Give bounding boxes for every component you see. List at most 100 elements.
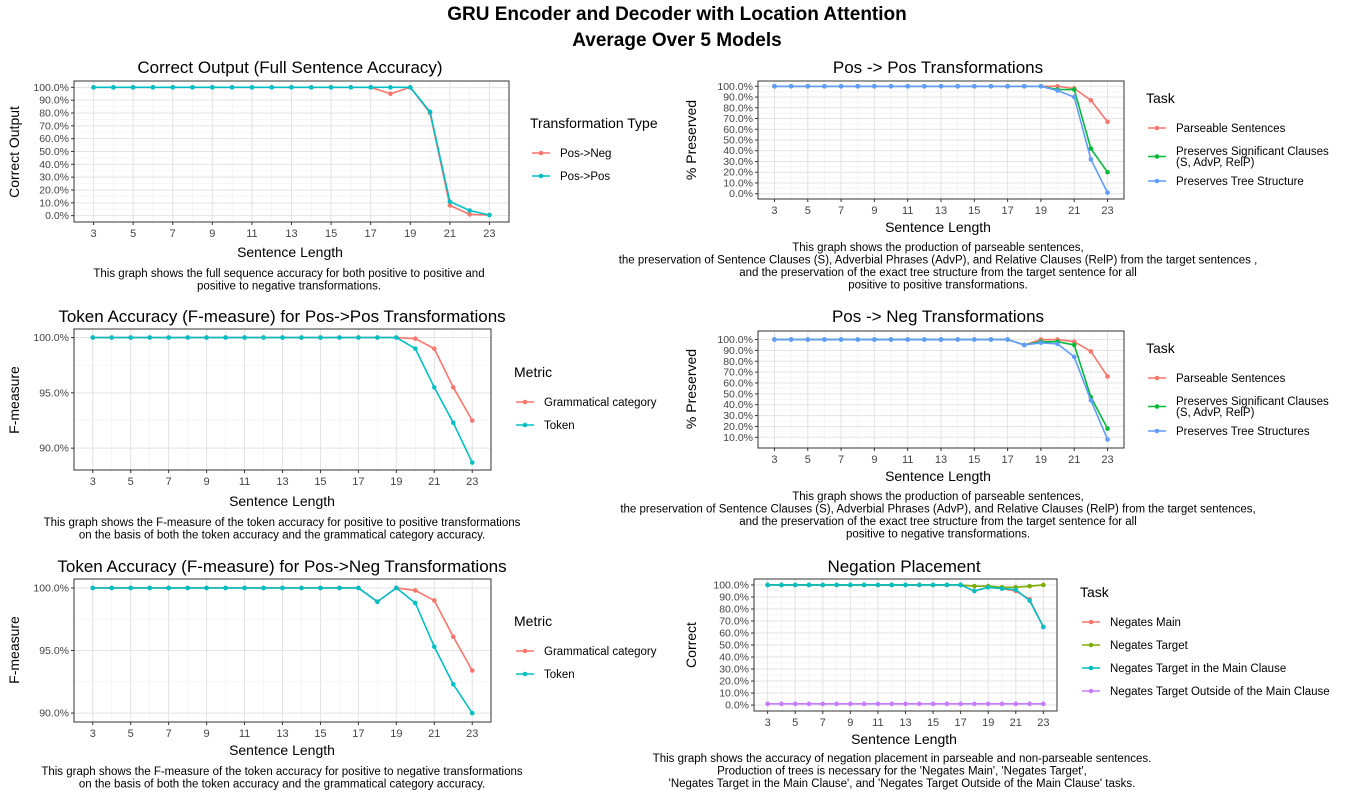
x-tick-label: 3 — [765, 717, 771, 729]
x-tick-label: 17 — [1001, 454, 1013, 466]
data-point — [972, 701, 977, 707]
data-point — [130, 85, 136, 90]
legend-key-point — [1154, 404, 1160, 409]
x-tick-label: 9 — [204, 728, 210, 740]
data-point — [1005, 84, 1010, 89]
y-tick-label: 100.0% — [33, 332, 69, 344]
y-tick-label: 0.0% — [725, 700, 749, 712]
x-tick-label: 21 — [1068, 454, 1080, 466]
y-tick-label: 50.0% — [39, 146, 69, 158]
data-point — [1105, 169, 1110, 175]
data-point — [1088, 157, 1094, 162]
caption-line: This graph shows the production of parse… — [792, 491, 1084, 503]
data-point — [930, 582, 936, 588]
x-tick-label: 21 — [428, 728, 440, 740]
data-point — [788, 84, 794, 89]
legend: Task Parseable Sentences Preserves Signifi… — [1146, 340, 1329, 438]
data-point — [875, 582, 881, 588]
data-point — [1055, 84, 1060, 89]
data-point — [838, 84, 844, 89]
data-point — [375, 335, 380, 340]
main-title-line2: Average Over 5 Models — [572, 30, 782, 51]
x-tick-label: 7 — [166, 476, 172, 488]
data-point — [469, 710, 475, 716]
legend-key-point — [522, 671, 528, 677]
chart-p3: 90.0% 95.0% 100.0% 3 5 7 9 11 13 15 17 19 21 23 Token … — [6, 307, 657, 542]
x-tick-label: 7 — [838, 205, 844, 217]
data-point — [337, 585, 342, 591]
data-point — [1021, 84, 1027, 89]
x-tick-label: 13 — [276, 476, 288, 488]
y-tick-label: 100.0% — [713, 579, 749, 591]
legend-key-point — [1088, 642, 1094, 648]
data-point — [972, 588, 977, 594]
legend-label: (S, AdvP, RelP) — [1176, 407, 1255, 419]
data-point — [431, 385, 437, 390]
data-point — [861, 701, 867, 707]
data-point — [820, 701, 826, 707]
data-point — [299, 585, 304, 591]
data-point — [905, 337, 910, 342]
x-tick-label: 21 — [428, 476, 440, 488]
x-tick-label: 5 — [128, 728, 134, 740]
x-tick-label: 15 — [325, 228, 337, 240]
caption-line: Production of trees is necessary for the… — [717, 766, 1087, 778]
legend-label: Preserves Significant Clauses — [1176, 146, 1329, 158]
chart-p4: 10.0%20.0%30.0%40.0%50.0%60.0%70.0%80.0%… — [620, 307, 1329, 541]
y-tick-label: 50.0% — [719, 640, 749, 652]
x-tick-label: 23 — [466, 728, 478, 740]
x-tick-label: 17 — [365, 228, 377, 240]
data-point — [779, 701, 784, 707]
data-point — [916, 701, 922, 707]
x-tick-label: 23 — [1037, 717, 1049, 729]
x-tick-label: 13 — [285, 228, 297, 240]
data-point — [242, 335, 247, 340]
y-tick-label: 70.0% — [723, 367, 753, 379]
data-point — [1105, 426, 1110, 431]
data-point — [1105, 190, 1110, 195]
data-point — [788, 337, 794, 342]
x-tick-label: 3 — [771, 454, 777, 466]
chart-p2: 0.0%10.0%20.0%30.0%40.0%50.0%60.0%70.0%8… — [619, 58, 1329, 292]
x-tick-label: 21 — [444, 228, 456, 240]
caption-line: and the preservation of the exact tree s… — [739, 267, 1137, 279]
data-point — [903, 582, 908, 588]
data-point — [958, 582, 963, 588]
legend-label: Grammatical category — [544, 646, 657, 658]
x-axis-label: Sentence Length — [229, 493, 335, 509]
legend-title: Task — [1146, 90, 1176, 106]
data-point — [348, 85, 354, 90]
data-point — [822, 84, 827, 89]
legend-title: Transformation Type — [530, 115, 658, 131]
legend: Metric Grammatical category Token — [514, 364, 657, 432]
legend-key-point — [1154, 125, 1160, 131]
y-tick-label: 60.0% — [723, 377, 753, 389]
data-point — [765, 701, 770, 707]
main-title-line1: GRU Encoder and Decoder with Location At… — [447, 4, 907, 25]
data-point — [467, 208, 472, 213]
data-point — [128, 335, 134, 340]
x-axis-label: Sentence Length — [885, 468, 991, 484]
panel-title: Correct Output (Full Sentence Accuracy) — [137, 58, 442, 77]
data-point — [147, 585, 152, 591]
y-tick-label: 20.0% — [723, 167, 753, 179]
y-tick-label: 20.0% — [39, 184, 69, 196]
data-point — [1055, 88, 1060, 93]
x-tick-label: 17 — [352, 728, 364, 740]
legend-key-point — [1088, 665, 1094, 671]
x-tick-label: 7 — [820, 717, 826, 729]
legend-key-point — [1088, 688, 1094, 694]
legend-label: Pos->Pos — [560, 171, 610, 183]
data-point — [328, 85, 334, 90]
legend-title: Metric — [514, 613, 552, 629]
y-tick-label: 60.0% — [719, 627, 749, 639]
x-tick-label: 13 — [899, 717, 911, 729]
caption-line: the preservation of Sentence Clauses (S)… — [620, 504, 1255, 516]
legend-key-point — [522, 399, 528, 405]
y-tick-label: 30.0% — [723, 410, 753, 422]
legend-label: Preserves Tree Structure — [1176, 176, 1304, 188]
y-tick-label: 95.0% — [39, 387, 69, 399]
data-point — [229, 85, 235, 90]
x-tick-label: 19 — [1035, 205, 1047, 217]
data-point — [972, 337, 977, 342]
